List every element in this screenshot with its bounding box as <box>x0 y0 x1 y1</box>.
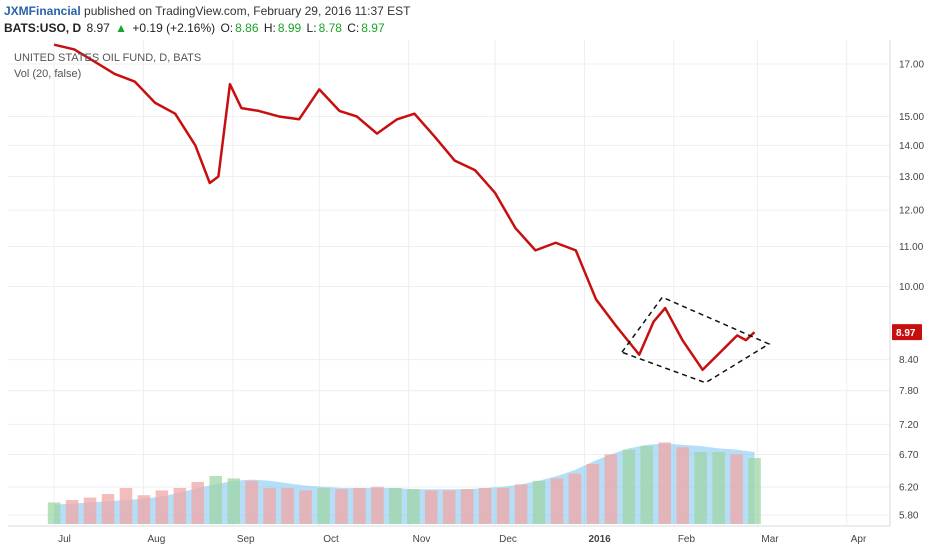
volume-bar <box>640 446 654 524</box>
x-tick-label: Sep <box>237 534 255 545</box>
volume-bar <box>101 494 115 524</box>
high-value: 8.99 <box>277 21 302 35</box>
open-value: 8.86 <box>235 21 259 35</box>
x-tick-label: Oct <box>323 534 339 545</box>
diamond-pattern-annotation <box>620 296 771 384</box>
volume-bar <box>550 478 564 524</box>
open-label: O: <box>220 21 234 35</box>
y-tick-label: 13.00 <box>899 172 924 183</box>
x-tick-label: Mar <box>761 534 779 545</box>
volume-bar <box>568 473 582 524</box>
last-price: 8.97 <box>86 21 110 35</box>
last-price-badge-label: 8.97 <box>896 328 916 339</box>
volume-bar <box>137 495 151 524</box>
volume-bar <box>694 452 707 524</box>
x-tick-label: Jul <box>58 534 71 545</box>
y-tick-label: 15.00 <box>899 112 924 123</box>
volume-legend: Vol (20, false) <box>14 68 82 80</box>
chart-legend: UNITED STATES OIL FUND, D, BATS Vol (20,… <box>14 52 201 84</box>
volume-bar <box>173 488 187 524</box>
volume-bar <box>299 490 312 524</box>
change-value: +0.19 (+2.16%) <box>132 21 216 35</box>
y-tick-label: 6.70 <box>899 450 919 461</box>
x-tick-label: 2016 <box>588 534 611 545</box>
volume-bar <box>317 488 330 524</box>
volume-bar <box>191 482 205 524</box>
volume-bar <box>730 454 743 524</box>
volume-bar <box>712 452 725 524</box>
author-link[interactable]: JXMFinancial <box>4 4 81 18</box>
x-tick-label: Apr <box>851 534 867 545</box>
price-line <box>53 43 756 372</box>
volume-bar <box>65 500 79 524</box>
series-title: UNITED STATES OIL FUND, D, BATS <box>14 52 202 64</box>
volume-bar <box>658 442 672 524</box>
price-chart[interactable]: 17.00 15.00 14.00 13.00 12.00 11.00 10.00 8.40 7… <box>0 40 932 550</box>
x-tick-label: Aug <box>147 534 165 545</box>
volume-bar <box>281 488 294 524</box>
x-tick-label: Dec <box>499 534 517 545</box>
y-tick-label: 6.20 <box>899 483 919 494</box>
y-tick-label: 8.40 <box>899 355 919 366</box>
volume-bar <box>389 488 402 524</box>
low-label: L: <box>306 21 317 35</box>
volume-bar <box>586 464 600 524</box>
close-value: 8.97 <box>361 21 385 35</box>
volume-bar <box>532 480 546 524</box>
volume-bar <box>676 447 689 524</box>
y-tick-label: 14.00 <box>899 141 924 152</box>
volume-bar <box>407 489 420 524</box>
publish-line: JXMFinancial published on TradingView.co… <box>4 4 410 18</box>
y-tick-label: 11.00 <box>899 242 924 253</box>
volume-bar <box>245 480 258 524</box>
volume-bar <box>496 488 510 524</box>
last-price-badge <box>892 324 922 341</box>
volume-bar <box>155 490 169 524</box>
volume-bar <box>371 486 384 524</box>
y-tick-label: 7.20 <box>899 420 919 431</box>
volume-bar <box>748 458 761 524</box>
y-tick-label: 12.00 <box>899 206 924 217</box>
x-tick-label: Nov <box>413 534 431 545</box>
volume-bar <box>83 497 97 524</box>
volume-bar <box>209 476 223 524</box>
symbol-label[interactable]: BATS:USO, D <box>4 21 82 35</box>
up-arrow-icon: ▲ <box>115 21 128 35</box>
volume-bar <box>604 454 618 524</box>
published-text: published on TradingView.com, February 2… <box>84 4 411 18</box>
close-label: C: <box>347 21 360 35</box>
low-value: 8.78 <box>318 21 342 35</box>
volume-bar <box>442 490 456 524</box>
x-tick-label: Feb <box>678 534 696 545</box>
y-tick-label: 7.80 <box>899 386 919 397</box>
high-label: H: <box>263 21 276 35</box>
volume-bar <box>119 488 133 524</box>
volume-bar <box>514 484 528 524</box>
volume-bar <box>47 502 61 524</box>
y-tick-label: 10.00 <box>899 282 924 293</box>
volume-bar <box>460 489 474 524</box>
volume-bar <box>227 478 240 524</box>
volume-bar <box>263 488 276 524</box>
volume-bar <box>335 489 348 524</box>
volume-bar <box>622 449 636 524</box>
y-tick-label: 17.00 <box>899 59 924 70</box>
volume-bar <box>478 488 492 524</box>
volume-bar <box>353 488 366 524</box>
volume-bar <box>424 490 438 524</box>
chart-header: JXMFinancial published on TradingView.co… <box>0 0 932 40</box>
y-tick-label: 5.80 <box>899 511 919 522</box>
ohlc-line: BATS:USO, D 8.97 ▲ +0.19 (+2.16%) O: 8.86… <box>4 21 387 35</box>
